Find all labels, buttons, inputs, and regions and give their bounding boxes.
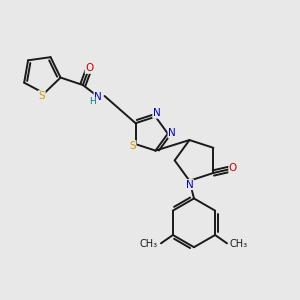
- Text: O: O: [229, 163, 237, 173]
- Text: N: N: [186, 180, 193, 190]
- Text: S: S: [38, 91, 45, 101]
- Text: N: N: [153, 108, 160, 118]
- Text: N: N: [168, 128, 176, 138]
- Text: N: N: [94, 92, 102, 102]
- Text: CH₃: CH₃: [140, 239, 158, 249]
- Text: H: H: [89, 98, 96, 106]
- Text: O: O: [85, 63, 94, 73]
- Text: S: S: [129, 141, 136, 151]
- Text: CH₃: CH₃: [230, 239, 248, 249]
